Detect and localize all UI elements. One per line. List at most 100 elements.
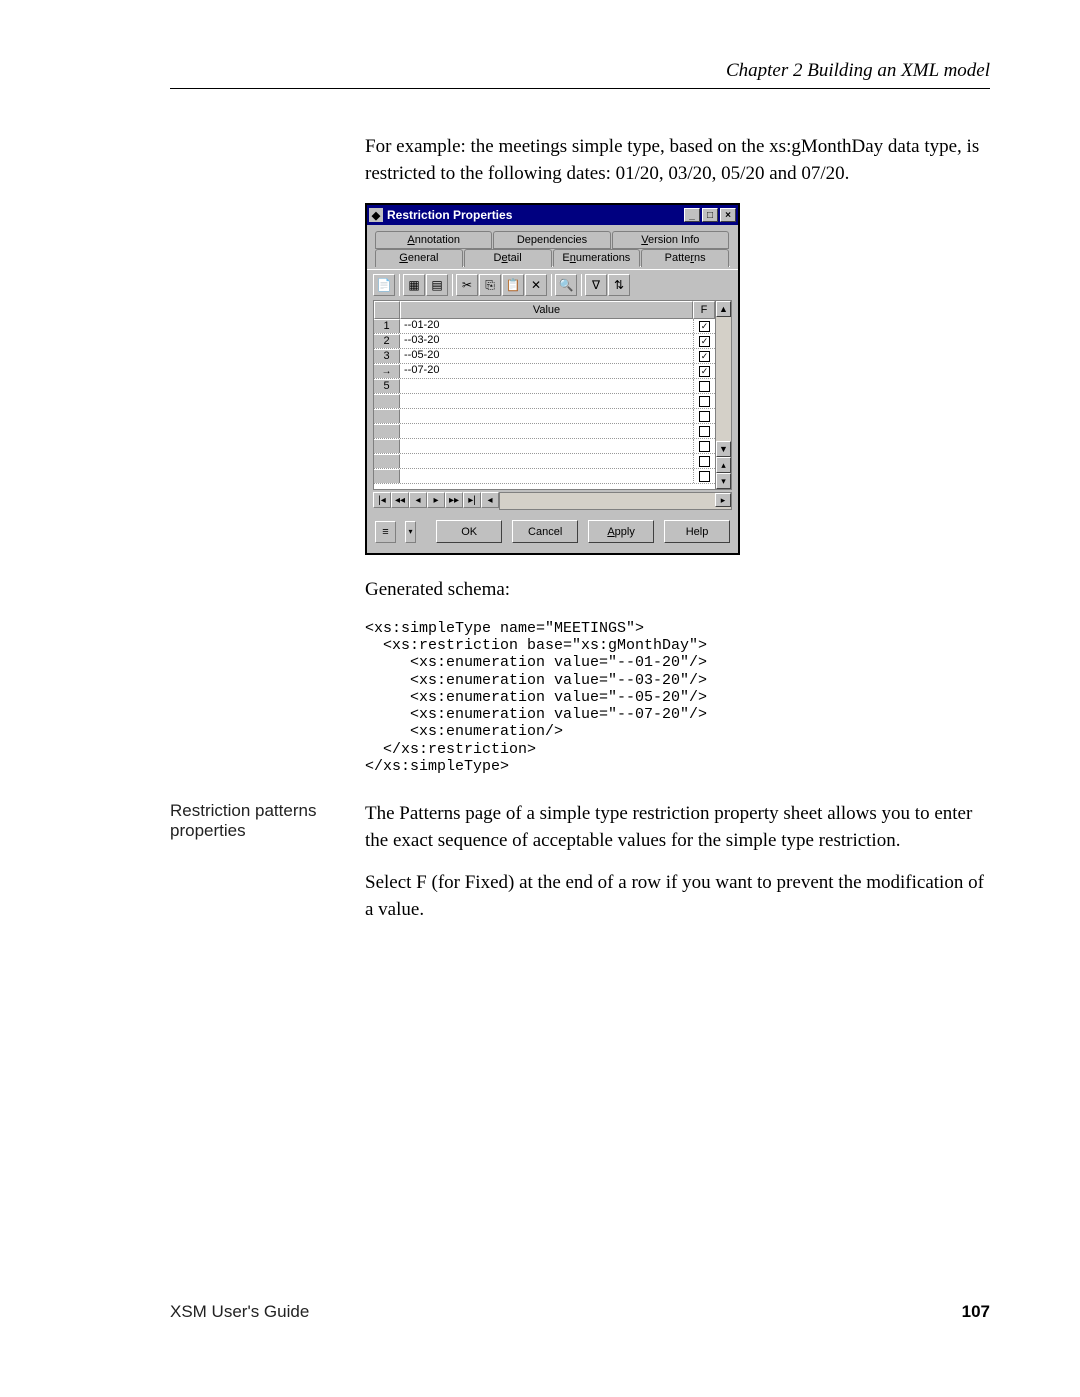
copy-icon[interactable]: ⎘ [479,274,501,296]
row-header[interactable]: 5 [374,379,400,393]
generated-schema-label: Generated schema: [365,577,990,604]
fixed-cell[interactable] [693,469,715,483]
row-header[interactable] [374,394,400,408]
table-row[interactable]: 3--05-20 ✓ [374,349,715,364]
table-row[interactable]: 2--03-20 ✓ [374,334,715,349]
fixed-checkbox[interactable] [699,441,710,452]
value-cell[interactable]: --03-20 [400,334,693,348]
fixed-cell[interactable] [693,439,715,453]
fixed-checkbox[interactable]: ✓ [699,351,710,362]
fixed-checkbox[interactable] [699,411,710,422]
value-cell[interactable] [400,409,693,423]
scroll-up-icon[interactable]: ▲ [716,301,731,317]
prev-record-icon[interactable]: ◂ [409,492,427,508]
tab-dependencies[interactable]: Dependencies [493,231,610,249]
horizontal-scrollbar[interactable]: ▸ [499,492,732,510]
value-cell[interactable] [400,379,693,393]
table-row[interactable]: --07-20 ✓ [374,364,715,379]
scroll-right-icon[interactable]: ▸ [715,493,731,507]
fixed-checkbox[interactable]: ✓ [699,336,710,347]
help-button[interactable]: Help [664,520,730,543]
row-header[interactable] [374,454,400,468]
prev-page-icon[interactable]: ◂◂ [391,492,409,508]
value-cell[interactable] [400,394,693,408]
close-button[interactable]: × [720,208,736,222]
table-row[interactable] [374,409,715,424]
fixed-checkbox[interactable]: ✓ [699,366,710,377]
row-header[interactable] [374,469,400,483]
fixed-cell[interactable] [693,379,715,393]
tab-annotation[interactable]: Annotation [375,231,492,249]
row-header[interactable] [374,424,400,438]
row-header[interactable]: 1 [374,319,400,333]
fixed-cell[interactable]: ✓ [693,319,715,333]
column-header-value[interactable]: Value [400,301,693,319]
scroll-down-icon[interactable]: ▼ [716,441,731,457]
first-record-icon[interactable]: |◂ [373,492,391,508]
row-header[interactable]: 3 [374,349,400,363]
fixed-cell[interactable]: ✓ [693,364,715,378]
vertical-scrollbar[interactable]: ▲ ▼ ▴ ▾ [715,301,731,489]
last-record-icon[interactable]: ▸| [463,492,481,508]
table-row[interactable] [374,439,715,454]
table-row[interactable] [374,469,715,484]
apply-button[interactable]: Apply [588,520,654,543]
add-row-icon[interactable]: ▤ [426,274,448,296]
table-row[interactable]: 1--01-20 ✓ [374,319,715,334]
properties-icon[interactable]: 📄 [373,274,395,296]
nav-left-icon[interactable]: ◂ [481,492,499,508]
fixed-checkbox[interactable] [699,381,710,392]
tab-version-info[interactable]: Version Info [612,231,729,249]
minimize-button[interactable]: _ [684,208,700,222]
value-cell[interactable] [400,469,693,483]
row-header[interactable]: 2 [374,334,400,348]
table-row[interactable] [374,454,715,469]
fixed-cell[interactable] [693,409,715,423]
fixed-checkbox[interactable] [699,426,710,437]
tab-patterns[interactable]: Patterns [641,249,729,267]
fixed-cell[interactable] [693,394,715,408]
value-cell[interactable]: --05-20 [400,349,693,363]
row-header[interactable] [374,439,400,453]
column-header-f[interactable]: F [693,301,715,319]
menu-dropdown-icon[interactable]: ▾ [405,521,416,543]
tab-detail[interactable]: Detail [464,249,552,267]
maximize-button[interactable]: □ [702,208,718,222]
paste-icon[interactable]: 📋 [502,274,524,296]
value-cell[interactable]: --07-20 [400,364,693,378]
table-row[interactable] [374,424,715,439]
delete-icon[interactable]: ✕ [525,274,547,296]
fixed-checkbox[interactable] [699,396,710,407]
patterns-paragraph-2: Select F (for Fixed) at the end of a row… [365,870,990,923]
row-header[interactable] [374,364,400,378]
value-cell[interactable] [400,424,693,438]
next-page-icon[interactable]: ▸▸ [445,492,463,508]
scroll-page-up-icon[interactable]: ▴ [716,457,731,473]
dialog-system-icon: ◆ [369,208,383,222]
fixed-cell[interactable]: ✓ [693,334,715,348]
find-icon[interactable]: 🔍 [555,274,577,296]
value-cell[interactable] [400,454,693,468]
scroll-page-down-icon[interactable]: ▾ [716,473,731,489]
fixed-checkbox[interactable] [699,471,710,482]
next-record-icon[interactable]: ▸ [427,492,445,508]
fixed-checkbox[interactable]: ✓ [699,321,710,332]
table-row[interactable] [374,394,715,409]
sort-icon[interactable]: ⇅ [608,274,630,296]
fixed-checkbox[interactable] [699,456,710,467]
tab-general[interactable]: General [375,249,463,267]
insert-row-icon[interactable]: ▦ [403,274,425,296]
tab-enumerations[interactable]: Enumerations [553,249,641,267]
row-header[interactable] [374,409,400,423]
fixed-cell[interactable] [693,454,715,468]
ok-button[interactable]: OK [436,520,502,543]
fixed-cell[interactable] [693,424,715,438]
table-row[interactable]: 5 [374,379,715,394]
fixed-cell[interactable]: ✓ [693,349,715,363]
filter-icon[interactable]: ∇ [585,274,607,296]
value-cell[interactable]: --01-20 [400,319,693,333]
cut-icon[interactable]: ✂ [456,274,478,296]
cancel-button[interactable]: Cancel [512,520,578,543]
value-cell[interactable] [400,439,693,453]
menu-button-icon[interactable]: ≡ [375,521,396,543]
